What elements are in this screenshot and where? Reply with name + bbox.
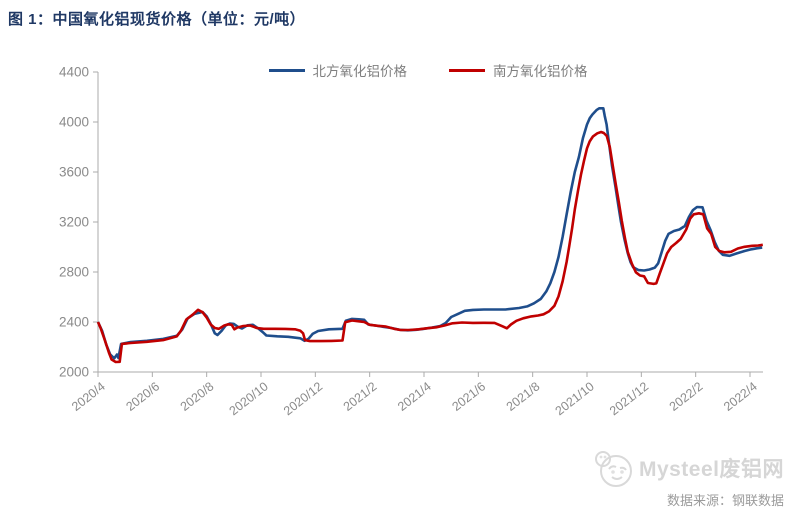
legend-item-south: 南方氧化铝价格	[449, 60, 588, 80]
south-line-swatch	[449, 68, 485, 72]
svg-text:2000: 2000	[59, 365, 89, 380]
legend-label-south: 南方氧化铝价格	[493, 64, 588, 79]
svg-text:2022/2: 2022/2	[667, 379, 706, 414]
svg-text:3200: 3200	[59, 215, 89, 230]
svg-text:2400: 2400	[59, 315, 89, 330]
svg-text:2020/8: 2020/8	[178, 379, 217, 414]
watermark: Mysteel废铝网 数据来源：钢联数据	[584, 447, 784, 508]
svg-text:2021/2: 2021/2	[341, 379, 380, 414]
legend-label-north: 北方氧化铝价格	[312, 64, 408, 79]
chart-title: 图 1：中国氧化铝现货价格（单位：元/吨）	[8, 11, 306, 28]
svg-text:3600: 3600	[59, 165, 89, 180]
svg-text:2022/4: 2022/4	[721, 379, 760, 414]
data-source-label: 数据来源：钢联数据	[666, 493, 784, 508]
legend-item-north: 北方氧化铝价格	[268, 60, 408, 80]
svg-text:2800: 2800	[59, 265, 89, 280]
svg-text:2020/6: 2020/6	[123, 379, 162, 414]
svg-text:2021/6: 2021/6	[449, 379, 488, 414]
svg-text:2020/12: 2020/12	[281, 379, 325, 418]
price-chart: 2000 2400 2800 3200 3600 4000 4400 2020/4 2020/6…	[59, 65, 763, 418]
svg-text:4400: 4400	[59, 65, 89, 80]
mysteel-mascot-icon	[594, 451, 632, 487]
chart-legend: 北方氧化铝价格 南方氧化铝价格	[98, 60, 758, 80]
svg-text:2021/4: 2021/4	[395, 379, 434, 414]
svg-text:2020/4: 2020/4	[69, 379, 108, 414]
watermark-brand: Mysteel废铝网	[638, 458, 784, 481]
svg-text:2021/8: 2021/8	[504, 379, 543, 414]
svg-text:2020/10: 2020/10	[227, 379, 271, 418]
svg-text:4000: 4000	[59, 115, 89, 130]
north-line-swatch	[268, 68, 305, 72]
svg-text:2021/12: 2021/12	[607, 379, 651, 418]
svg-text:2021/10: 2021/10	[553, 379, 597, 418]
